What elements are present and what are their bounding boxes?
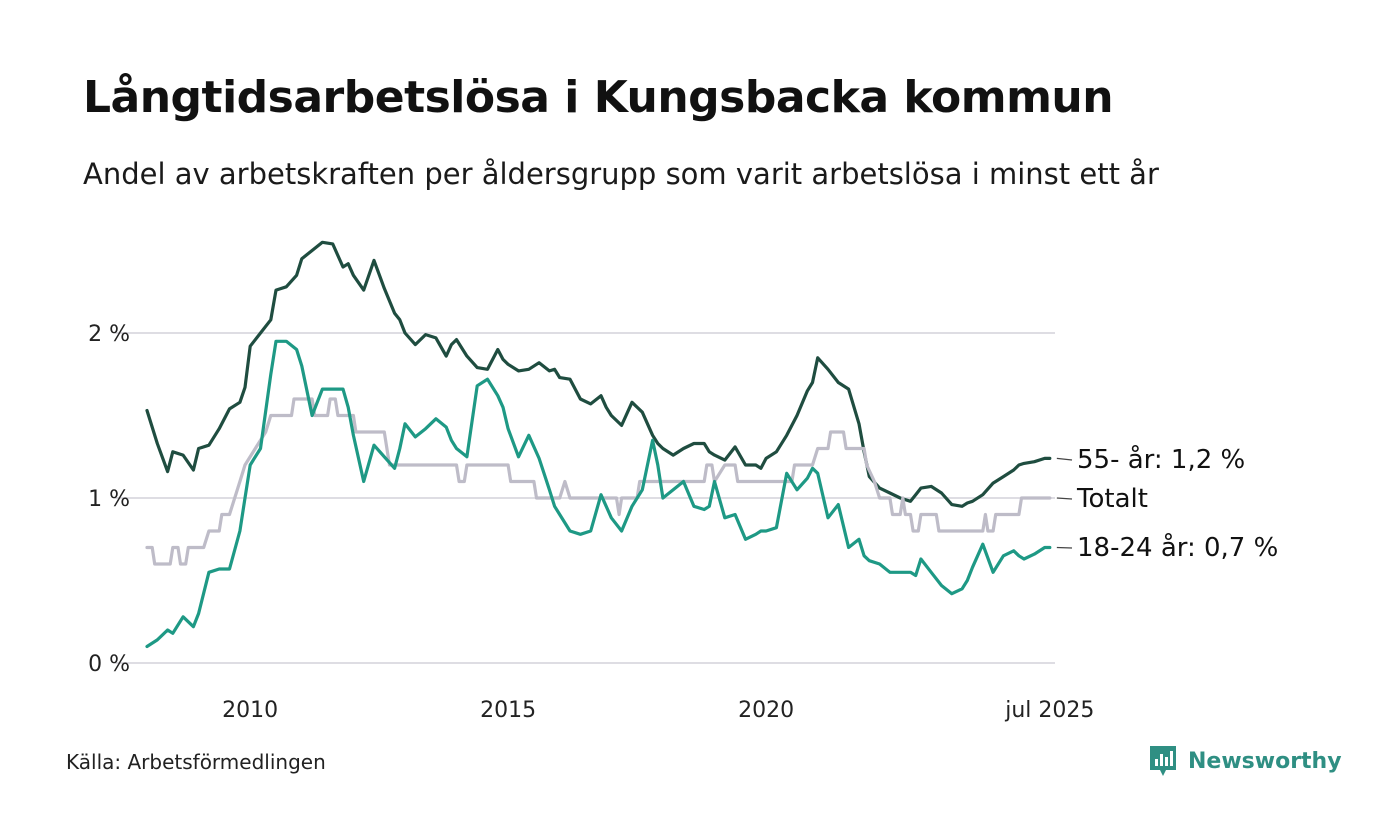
x-tick-label: 2015	[480, 698, 536, 723]
newsworthy-logo-icon	[1150, 746, 1176, 776]
series-label-leader	[1056, 546, 1073, 549]
series-label-leader	[1056, 457, 1073, 461]
series-line-2	[145, 339, 1052, 649]
y-tick-label: 1 %	[88, 487, 130, 512]
source-note: Källa: Arbetsförmedlingen	[66, 750, 326, 774]
x-tick-label: 2010	[222, 698, 278, 723]
brand-logo[interactable]: Newsworthy	[1148, 744, 1342, 778]
series-line-0	[145, 240, 1052, 508]
chart-title: Långtidsarbetslösa i Kungsbacka kommun	[83, 72, 1114, 123]
series-line-1	[145, 397, 1052, 566]
x-tick-label: 2020	[738, 698, 794, 723]
x-tick-label: jul 2025	[1004, 698, 1094, 723]
brand-name: Newsworthy	[1188, 748, 1342, 774]
series-label-leader	[1056, 497, 1073, 500]
series-end-label: Totalt	[1076, 484, 1148, 514]
y-tick-label: 2 %	[88, 322, 130, 347]
chart-subtitle: Andel av arbetskraften per åldersgrupp s…	[83, 157, 1159, 191]
y-tick-label: 0 %	[88, 652, 130, 677]
series-end-label: 55- år: 1,2 %	[1077, 444, 1245, 475]
series-end-label: 18-24 år: 0,7 %	[1077, 532, 1278, 563]
